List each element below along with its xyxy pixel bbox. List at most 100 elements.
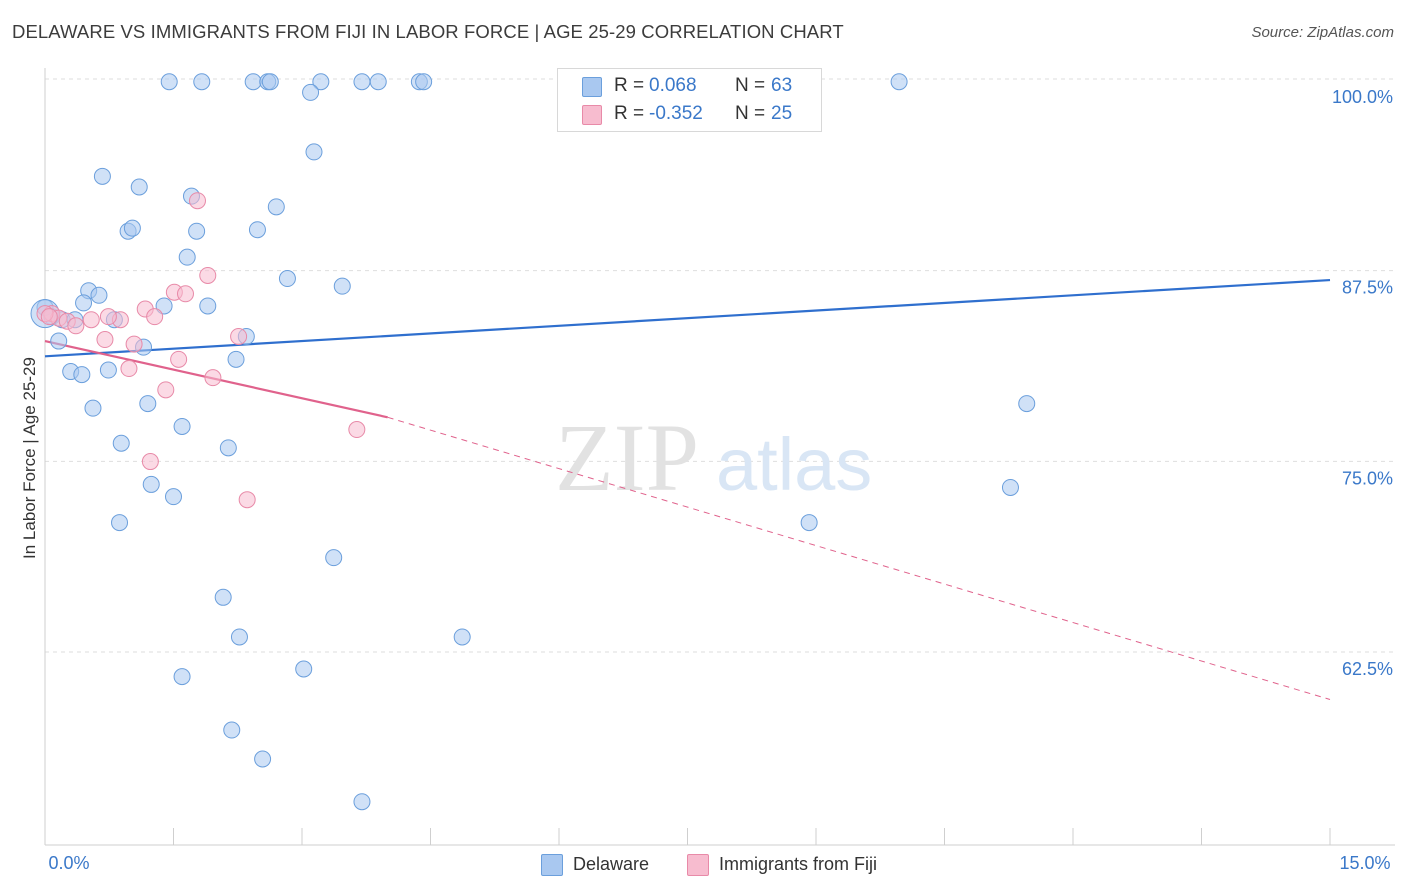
point-delaware xyxy=(453,628,471,646)
point-delaware xyxy=(193,73,211,91)
point-delaware xyxy=(278,270,296,288)
y-tick-label: 100.0% xyxy=(1332,87,1393,107)
watermark: ZIP atlas xyxy=(555,404,872,511)
point-delaware xyxy=(90,286,108,304)
legend-r-value: -0.352 xyxy=(649,103,703,124)
point-delaware xyxy=(369,73,387,91)
point-delaware xyxy=(244,73,262,91)
legend-n-value: 63 xyxy=(771,75,793,96)
point-delaware xyxy=(188,222,206,240)
point-delaware xyxy=(75,294,93,312)
point-delaware xyxy=(254,750,272,768)
point-delaware xyxy=(353,73,371,91)
correlation-legend: R = 0.068 N = 63 R = -0.352 N = 25 xyxy=(557,68,822,132)
legend-r-value: 0.068 xyxy=(649,75,697,96)
point-delaware xyxy=(50,332,68,350)
point-delaware xyxy=(84,399,102,417)
point-delaware xyxy=(227,350,245,368)
point-delaware xyxy=(353,793,371,811)
point-delaware xyxy=(248,221,266,239)
point-delaware xyxy=(295,660,313,678)
point-fiji xyxy=(146,308,164,326)
bottom-legend-swatch-fiji xyxy=(687,854,709,876)
point-delaware xyxy=(230,628,248,646)
grid-lines xyxy=(45,78,1395,653)
point-delaware xyxy=(155,297,173,315)
point-fiji xyxy=(348,421,366,439)
point-delaware xyxy=(178,248,196,266)
y-axis-label: In Labor Force | Age 25-29 xyxy=(20,357,39,559)
point-fiji xyxy=(125,335,143,353)
point-fiji xyxy=(157,381,175,399)
x-tick-label-max: 15.0% xyxy=(1339,853,1390,873)
data-points xyxy=(30,73,1036,811)
trend-line-delaware xyxy=(44,278,1331,358)
point-delaware xyxy=(139,395,157,413)
axis-ticks: 100.0% 87.5% 75.0% 62.5% 0.0% 15.0% xyxy=(48,87,1393,873)
point-delaware xyxy=(219,439,237,457)
point-delaware xyxy=(173,668,191,686)
watermark-atlas: atlas xyxy=(716,423,872,506)
legend-swatch-delaware xyxy=(582,77,602,97)
y-tick-label: 62.5% xyxy=(1342,659,1393,679)
point-delaware xyxy=(223,721,241,739)
source-label: Source: ZipAtlas.com xyxy=(1251,24,1394,41)
point-delaware xyxy=(305,143,323,161)
point-delaware xyxy=(415,73,433,91)
trend-line-fiji-extrapolated xyxy=(387,416,1331,700)
legend-swatch-fiji xyxy=(582,105,602,125)
point-delaware xyxy=(173,417,191,435)
axes xyxy=(44,68,1395,846)
bottom-legend-label-delaware: Delaware xyxy=(573,854,650,874)
point-delaware xyxy=(112,434,130,452)
point-delaware xyxy=(73,366,91,384)
point-delaware xyxy=(165,488,182,506)
bottom-legend-label-fiji: Immigrants from Fiji xyxy=(719,854,878,874)
watermark-zip: ZIP xyxy=(555,404,699,511)
legend-r-label: R = xyxy=(614,75,645,96)
point-fiji xyxy=(96,331,114,349)
legend-r-label: R = xyxy=(614,103,645,124)
point-delaware xyxy=(302,83,320,101)
point-delaware xyxy=(130,178,148,196)
point-delaware xyxy=(325,549,343,567)
point-delaware xyxy=(199,297,217,315)
point-fiji xyxy=(141,453,159,471)
point-delaware xyxy=(261,73,279,91)
point-delaware xyxy=(333,277,351,295)
point-delaware xyxy=(160,73,178,91)
point-delaware xyxy=(214,588,232,606)
y-tick-label: 75.0% xyxy=(1342,468,1393,488)
point-delaware xyxy=(99,361,117,379)
point-fiji xyxy=(120,360,138,378)
point-fiji xyxy=(230,327,248,345)
point-fiji xyxy=(40,308,58,326)
chart-title: DELAWARE VS IMMIGRANTS FROM FIJI IN LABO… xyxy=(12,21,844,42)
point-fiji xyxy=(204,369,222,387)
legend-n-label: N = xyxy=(735,75,766,96)
y-tick-label: 87.5% xyxy=(1342,278,1393,298)
point-delaware xyxy=(267,198,285,216)
legend-n-label: N = xyxy=(735,103,766,124)
point-delaware xyxy=(123,219,141,237)
point-delaware xyxy=(111,514,129,532)
point-fiji xyxy=(238,491,256,509)
point-fiji xyxy=(99,308,117,326)
point-delaware xyxy=(1018,395,1036,413)
point-fiji xyxy=(82,311,100,329)
point-delaware xyxy=(800,514,818,532)
x-tick-label-min: 0.0% xyxy=(48,853,89,873)
point-delaware xyxy=(142,475,160,493)
bottom-legend-swatch-delaware xyxy=(541,854,563,876)
legend-n-value: 25 xyxy=(771,103,793,124)
point-delaware xyxy=(93,167,111,185)
point-delaware xyxy=(312,73,330,91)
point-fiji xyxy=(170,350,188,368)
point-fiji xyxy=(67,317,85,335)
point-delaware xyxy=(1001,478,1019,496)
point-fiji xyxy=(199,266,217,284)
point-fiji xyxy=(188,192,206,210)
point-delaware xyxy=(890,73,908,91)
point-fiji xyxy=(176,285,194,303)
